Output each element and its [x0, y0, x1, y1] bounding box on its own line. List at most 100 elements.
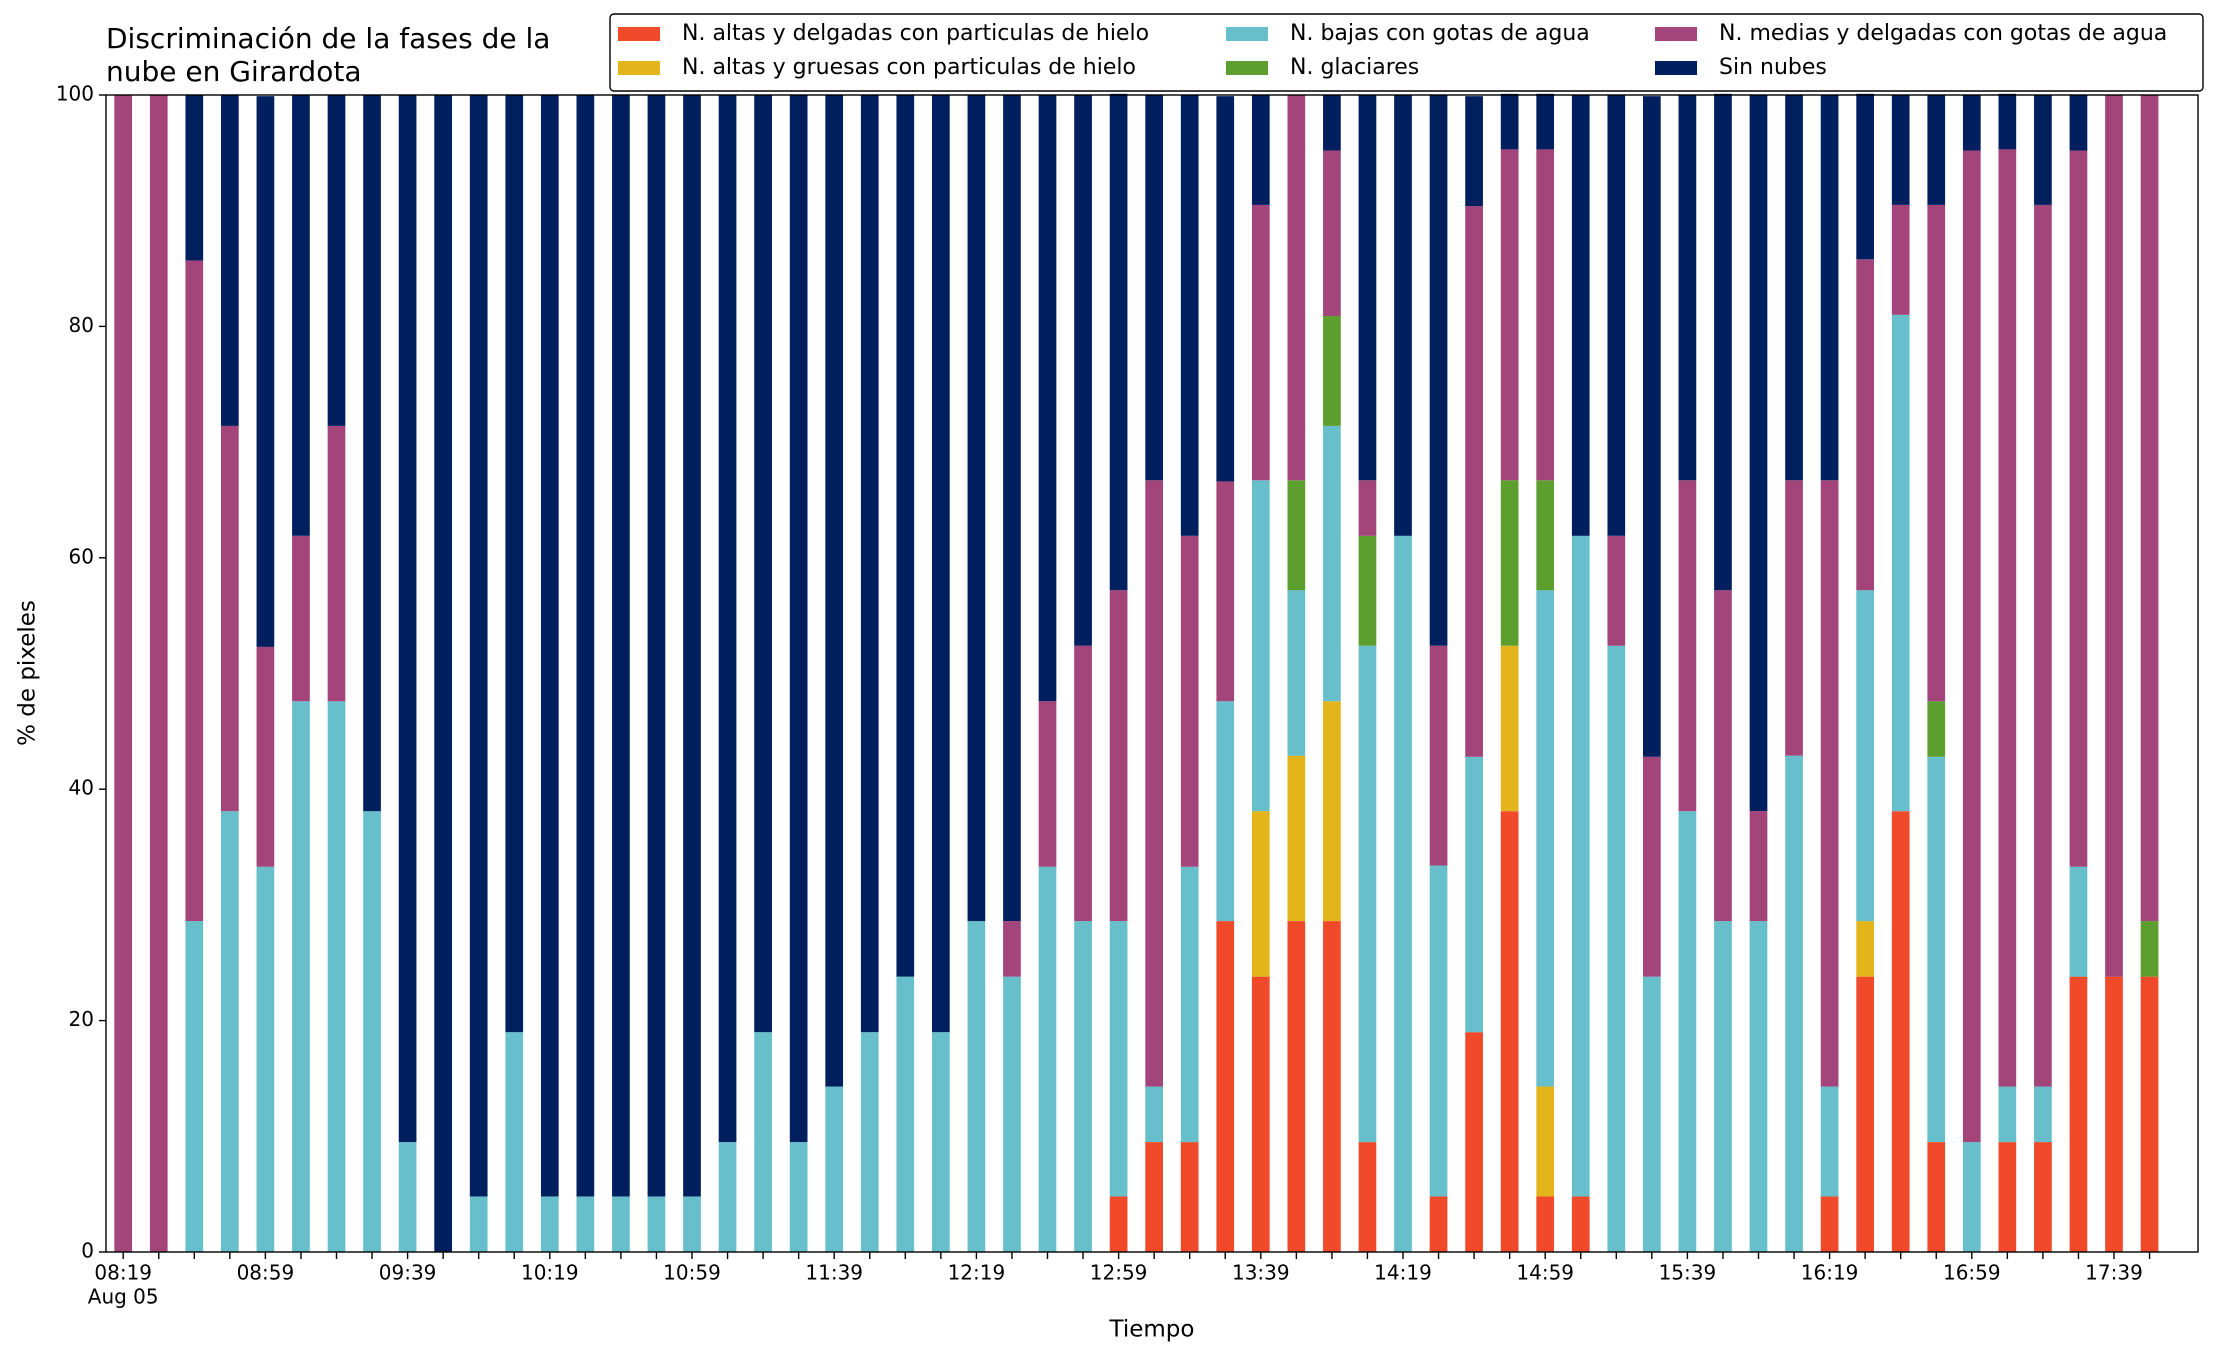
legend-swatch: [1655, 27, 1697, 41]
bar-segment: [185, 921, 204, 1252]
x-tick-label: 10:19: [521, 1261, 579, 1285]
bar-segment: [1962, 95, 1981, 151]
bar-segment: [718, 1142, 737, 1252]
bar-segment: [1429, 1196, 1448, 1252]
bar-segment: [967, 95, 986, 922]
bar-segment: [1927, 204, 1946, 702]
bar-segment: [2069, 866, 2088, 977]
y-tick-label: 0: [81, 1239, 94, 1263]
bar-segment: [825, 1086, 844, 1252]
bar-segment: [1216, 481, 1235, 702]
bar-segment: [1927, 95, 1946, 205]
bar-segment: [1607, 95, 1626, 536]
bar-segment: [683, 95, 701, 1197]
bar-segment: [576, 95, 595, 1197]
bar-segment: [1216, 921, 1235, 1252]
bar-segment: [1038, 701, 1057, 867]
bar-segment: [1643, 756, 1661, 977]
bar-segment: [2140, 95, 2159, 922]
bar-segment: [1998, 93, 2017, 150]
bar-segment: [1643, 976, 1661, 1252]
bar-segment: [505, 95, 524, 1033]
bar-segment: [1820, 1086, 1839, 1197]
bar-segment: [1678, 811, 1697, 1252]
bar-segment: [1500, 93, 1519, 150]
bar-segment: [327, 425, 346, 702]
bar-segment: [1785, 755, 1803, 1252]
bar-segment: [256, 96, 275, 647]
bar-segment: [1678, 95, 1697, 481]
chart-title: nube en Girardota: [106, 55, 361, 88]
bar-segment: [1891, 314, 1910, 812]
y-tick-label: 40: [69, 776, 94, 800]
bar-segment: [398, 1142, 417, 1252]
y-tick-label: 20: [69, 1007, 94, 1031]
bar-segment: [1358, 95, 1377, 481]
bar-segment: [221, 95, 239, 426]
bar-segment: [896, 976, 915, 1252]
bar-segment: [292, 701, 310, 1252]
bar-segment: [1074, 645, 1092, 922]
bar-segment: [505, 1032, 524, 1252]
bar-segment: [612, 95, 630, 1197]
x-tick-label: 12:59: [1090, 1261, 1148, 1285]
bar-segment: [1536, 93, 1555, 150]
bar-segment: [1003, 921, 1021, 977]
bar-segment: [1003, 95, 1021, 922]
bar-segment: [221, 811, 239, 1252]
x-tick-label: 13:39: [1232, 1261, 1290, 1285]
bar-segment: [1500, 645, 1519, 812]
bar-segment: [1714, 921, 1732, 1252]
bar-segment: [1678, 480, 1697, 812]
bar-segment: [185, 260, 204, 922]
bar-segment: [114, 95, 133, 1252]
bar-segment: [754, 1032, 772, 1252]
bar-segment: [1962, 150, 1981, 1143]
bar-segment: [896, 95, 915, 977]
y-axis-label: % de pixeles: [15, 600, 41, 746]
legend-label: N. medias y delgadas con gotas de agua: [1719, 21, 2167, 46]
bar-segment: [1216, 701, 1235, 922]
bar-segment: [1251, 95, 1270, 205]
bar-segment: [1998, 1142, 2017, 1252]
bar-segment: [292, 95, 310, 536]
bar-segment: [576, 1196, 595, 1252]
bar-segment: [967, 921, 986, 1252]
bar-segment: [718, 95, 737, 1143]
bar-segment: [434, 95, 452, 1252]
bar-segment: [1109, 93, 1128, 591]
bar-segment: [1003, 976, 1021, 1252]
bar-segment: [540, 95, 559, 1197]
bar-segment: [1251, 811, 1270, 977]
bar-segment: [860, 1032, 879, 1252]
bar-segment: [2105, 95, 2123, 977]
bar-segment: [1323, 315, 1341, 426]
bar-segment: [1856, 93, 1874, 260]
legend-swatch: [1226, 61, 1268, 75]
bar-segment: [932, 95, 950, 1033]
x-tick-label: 11:39: [805, 1261, 863, 1285]
x-tick-label: 09:39: [379, 1261, 437, 1285]
bar-segment: [1180, 1142, 1199, 1252]
bar-segment: [1820, 95, 1839, 481]
bar-segment: [1785, 95, 1803, 481]
bar-segment: [647, 95, 666, 1197]
bar-segment: [683, 1196, 701, 1252]
bar-segment: [1429, 865, 1448, 1197]
bar-segment: [1429, 95, 1448, 646]
bar-segment: [1323, 921, 1341, 1252]
bar-segment: [1500, 811, 1519, 1252]
bar-segment: [327, 701, 346, 1252]
legend-label: N. glaciares: [1290, 55, 1419, 80]
bar-segment: [1180, 535, 1199, 867]
bar-segment: [1287, 590, 1306, 756]
bar-segment: [1251, 976, 1270, 1252]
bar-segment: [2105, 976, 2123, 1252]
bar-segment: [1287, 755, 1306, 922]
bar-segment: [1891, 811, 1910, 1252]
bar-segment: [256, 646, 275, 867]
bar-segment: [1038, 95, 1057, 702]
bar-segment: [612, 1196, 630, 1252]
x-date-label: Aug 05: [88, 1285, 159, 1309]
